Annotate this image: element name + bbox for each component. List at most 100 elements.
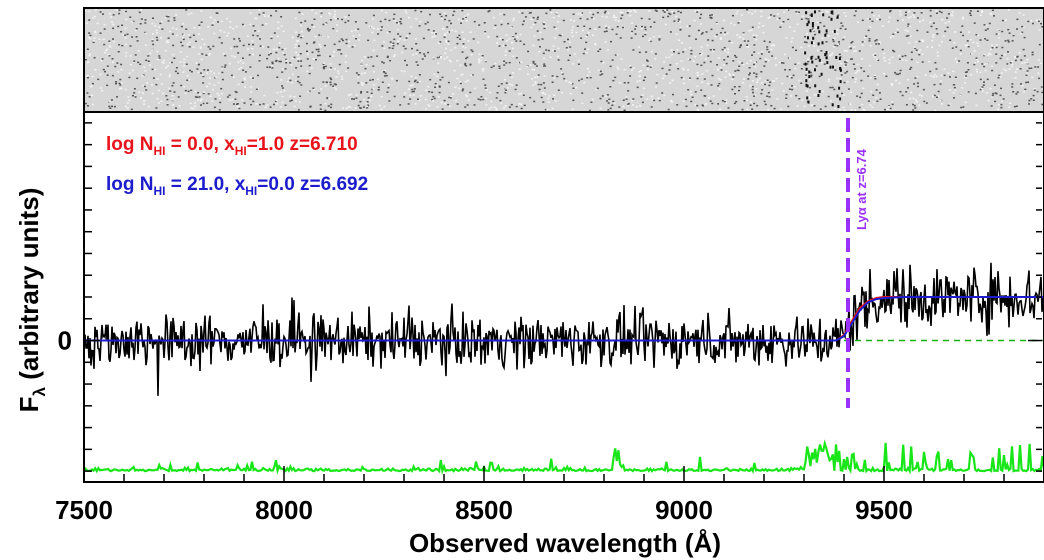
spectrum-2d-pixel: [393, 13, 396, 16]
spectrum-2d-pixel: [1026, 62, 1029, 64]
spectrum-2d-pixel: [386, 32, 389, 34]
spectrum-2d-pixel: [333, 16, 336, 18]
spectrum-2d-pixel: [800, 68, 803, 70]
legend-text-part: HI: [154, 144, 166, 158]
spectrum-2d-pixel: [868, 65, 871, 67]
spectrum-2d-pixel: [505, 89, 507, 91]
spectrum-2d-pixel: [465, 94, 468, 96]
spectrum-2d-pixel: [392, 18, 395, 20]
spectrum-2d-pixel: [522, 20, 525, 22]
spectrum-2d-pixel: [973, 50, 976, 52]
spectrum-2d-pixel: [699, 32, 702, 34]
spectrum-2d-pixel: [979, 88, 982, 91]
spectrum-2d-pixel: [585, 51, 588, 54]
spectrum-2d-pixel: [168, 74, 171, 76]
spectrum-2d-pixel: [918, 40, 921, 43]
spectrum-2d-pixel: [993, 84, 996, 86]
spectrum-2d-pixel: [529, 64, 532, 66]
spectrum-2d-pixel: [576, 25, 579, 27]
spectrum-2d-pixel: [226, 35, 229, 37]
spectrum-2d-pixel: [669, 82, 672, 84]
spectrum-2d-pixel: [396, 22, 398, 24]
spectrum-2d-pixel: [134, 29, 137, 32]
spectrum-2d-pixel: [735, 13, 738, 15]
spectrum-2d-pixel: [918, 94, 921, 96]
spectrum-2d-pixel: [594, 43, 597, 46]
spectrum-2d-pixel: [884, 108, 886, 111]
spectrum-2d-pixel: [280, 91, 283, 93]
spectrum-2d-pixel: [631, 30, 634, 33]
spectrum-2d-pixel: [761, 50, 764, 53]
spectrum-2d-pixel: [640, 96, 643, 98]
spectrum-2d-pixel: [635, 25, 638, 28]
spectrum-2d-pixel: [295, 31, 298, 33]
spectrum-2d-pixel: [399, 38, 402, 40]
spectrum-2d-pixel: [764, 61, 767, 63]
spectrum-2d-pixel: [1000, 87, 1002, 90]
spectrum-2d-pixel: [381, 81, 384, 83]
spectrum-2d-pixel: [201, 53, 204, 55]
spectrum-2d-pixel: [556, 75, 559, 78]
spectrum-2d-pixel: [602, 61, 605, 64]
spectrum-2d-pixel: [269, 106, 272, 108]
spectrum-2d-pixel: [219, 101, 222, 104]
spectrum-2d-pixel: [562, 19, 565, 22]
spectrum-2d-pixel: [695, 38, 697, 40]
spectrum-2d-pixel: [367, 56, 370, 59]
spectrum-2d-pixel: [480, 56, 483, 59]
spectrum-2d-pixel: [307, 30, 310, 32]
spectrum-2d-pixel: [388, 19, 391, 22]
spectrum-2d-pixel: [139, 97, 142, 99]
spectrum-2d-pixel: [840, 62, 843, 65]
spectrum-2d-pixel: [570, 31, 573, 34]
spectrum-2d-pixel: [970, 74, 973, 76]
spectrum-2d-pixel: [825, 41, 828, 43]
spectrum-2d-pixel: [234, 98, 237, 100]
spectrum-2d-pixel: [461, 9, 464, 12]
spectrum-2d-pixel: [88, 54, 91, 57]
spectrum-2d-pixel: [700, 13, 703, 16]
spectrum-2d-pixel: [864, 36, 867, 39]
spectrum-2d-pixel: [854, 78, 857, 80]
spectrum-2d-pixel: [496, 35, 499, 38]
spectrum-2d-pixel: [813, 30, 816, 32]
spectrum-2d-pixel: [461, 19, 464, 22]
spectrum-2d-pixel: [1037, 66, 1040, 68]
spectrum-2d-pixel: [271, 64, 274, 67]
spectrum-2d-pixel: [956, 61, 958, 63]
spectrum-2d-pixel: [912, 14, 915, 16]
spectrum-2d-pixel: [991, 96, 994, 98]
spectrum-2d-pixel: [709, 14, 712, 17]
spectrum-2d-pixel: [796, 105, 799, 107]
spectrum-2d-pixel: [128, 99, 131, 102]
spectrum-2d-pixel: [634, 27, 637, 29]
spectrum-2d-pixel: [298, 45, 300, 47]
spectrum-2d-pixel: [541, 38, 544, 40]
spectrum-2d-pixel: [118, 44, 121, 46]
spectrum-2d-pixel: [601, 73, 604, 75]
spectrum-2d-pixel: [391, 77, 394, 80]
spectrum-2d-pixel: [1010, 65, 1013, 68]
spectrum-2d-pixel: [498, 67, 501, 69]
spectrum-2d-pixel: [306, 28, 309, 31]
spectrum-2d-pixel: [446, 26, 449, 28]
spectrum-2d-pixel: [848, 46, 851, 48]
spectrum-2d-pixel: [166, 104, 169, 106]
spectrum-2d-pixel: [99, 32, 102, 34]
spectrum-2d-pixel: [216, 92, 219, 95]
spectrum-2d-pixel: [415, 52, 418, 55]
spectrum-2d-pixel: [283, 53, 286, 56]
spectrum-2d-pixel: [94, 15, 96, 18]
spectrum-2d-pixel: [300, 24, 302, 27]
spectrum-2d-pixel: [860, 79, 863, 82]
spectrum-2d-pixel: [544, 108, 547, 111]
spectrum-2d-pixel: [975, 68, 978, 71]
spectrum-2d-pixel: [366, 101, 369, 103]
spectrum-2d-pixel: [929, 70, 932, 73]
spectrum-2d-pixel: [717, 103, 720, 105]
spectrum-2d-pixel: [329, 68, 332, 70]
spectrum-2d-pixel: [567, 38, 569, 41]
spectrum-2d-pixel: [597, 50, 600, 52]
spectrum-2d-pixel: [500, 102, 503, 104]
spectrum-2d-pixel: [495, 109, 498, 112]
